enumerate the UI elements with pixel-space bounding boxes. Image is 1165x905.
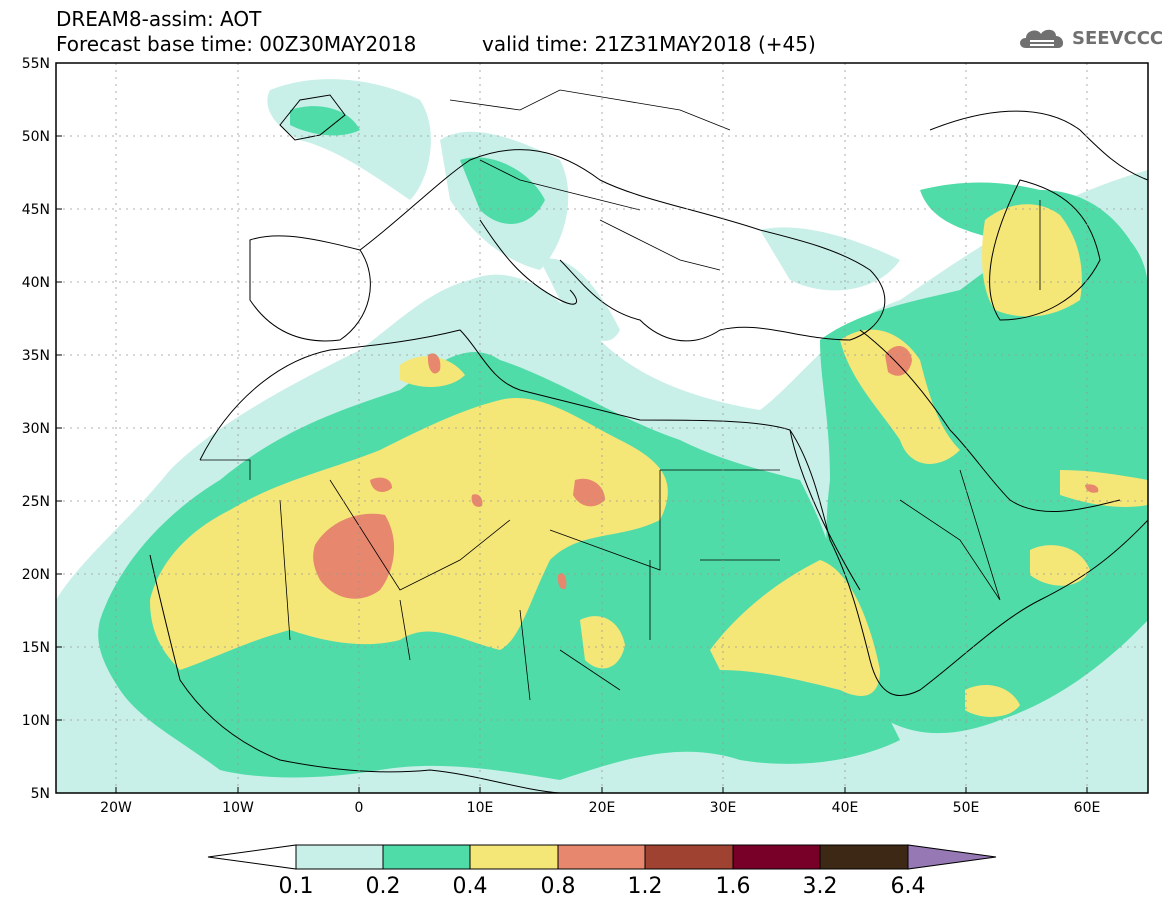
lat-label: 50N (22, 129, 50, 145)
lon-label: 20E (589, 800, 616, 816)
colorbar-label: 0.4 (453, 874, 488, 899)
colorbar-label: 0.1 (279, 874, 314, 899)
cloud-logo-icon (1020, 29, 1064, 48)
lon-label: 10E (467, 800, 494, 816)
colorbar-segment (557, 844, 646, 870)
lat-label: 25N (22, 494, 50, 510)
lat-label: 10N (22, 713, 50, 729)
lat-label: 40N (22, 275, 50, 291)
lon-label: 0 (355, 800, 364, 816)
lon-label: 30E (710, 800, 737, 816)
colorbar-label: 3.2 (803, 874, 838, 899)
lat-label: 45N (22, 202, 50, 218)
logo-text: SEEVCCC (1072, 27, 1164, 49)
lat-label: 30N (22, 421, 50, 437)
colorbar-segment (469, 844, 559, 870)
colorbar-label: 6.4 (891, 874, 926, 899)
colorbar-segment (295, 844, 384, 870)
colorbar-segment (732, 844, 821, 870)
colorbar (207, 844, 997, 870)
seevccc-logo: SEEVCCC (1016, 24, 1163, 52)
colorbar-segment (644, 844, 734, 870)
valid-time: valid time: 21Z31MAY2018 (+45) (482, 32, 816, 56)
colorbar-segment (382, 844, 471, 870)
colorbar-segment-high (907, 844, 997, 870)
lat-label: 5N (31, 786, 50, 802)
lat-label: 55N (22, 56, 50, 72)
gridlines (56, 63, 1148, 793)
map-area (56, 63, 1148, 793)
lon-label: 40E (832, 800, 859, 816)
colorbar-label: 0.8 (541, 874, 576, 899)
country-borders (200, 89, 1041, 701)
colorbar-segment-low (207, 844, 297, 870)
lon-label: 50E (953, 800, 980, 816)
colorbar-label: 0.2 (366, 874, 401, 899)
aot-level-0-4 (150, 204, 1148, 717)
lat-label: 35N (22, 348, 50, 364)
lon-label: 20W (100, 800, 132, 816)
colorbar-segment (819, 844, 909, 870)
lat-label: 15N (22, 640, 50, 656)
colorbar-label: 1.6 (716, 874, 751, 899)
forecast-base-time: Forecast base time: 00Z30MAY2018 (56, 32, 417, 56)
map-title: DREAM8-assim: AOT (56, 7, 262, 31)
coastlines (149, 94, 1148, 793)
lon-label: 60E (1074, 800, 1101, 816)
axis-ticks (56, 62, 1088, 794)
lat-label: 20N (22, 567, 50, 583)
lon-label: 10W (222, 800, 254, 816)
colorbar-label: 1.2 (628, 874, 663, 899)
